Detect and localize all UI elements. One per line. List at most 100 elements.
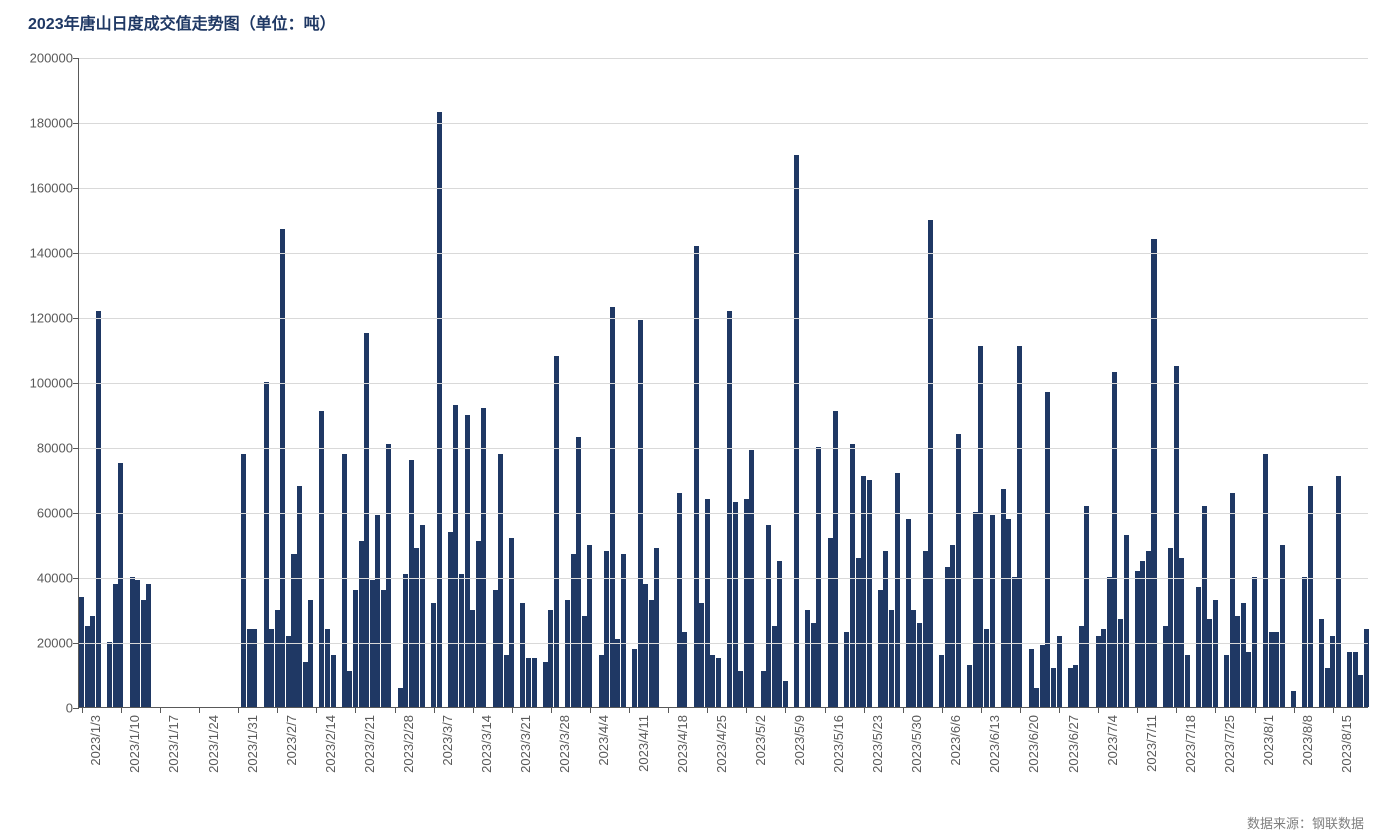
x-tick-label: 2023/6/13 (987, 715, 1002, 773)
bar (1146, 551, 1151, 707)
x-tick-label: 2023/7/11 (1144, 715, 1159, 772)
x-tick-label: 2023/6/27 (1066, 715, 1081, 773)
bar (453, 405, 458, 707)
bar (331, 655, 336, 707)
y-tick-mark (73, 513, 79, 514)
bar (1308, 486, 1313, 707)
bar (1101, 629, 1106, 707)
bar (1135, 571, 1140, 708)
bar (1213, 600, 1218, 707)
x-tick-label: 2023/3/21 (518, 715, 533, 773)
x-tick-mark (785, 707, 786, 713)
bar (420, 525, 425, 707)
x-tick-label: 2023/5/9 (792, 715, 807, 766)
bar (599, 655, 604, 707)
x-tick-mark (864, 707, 865, 713)
x-tick-mark (1176, 707, 1177, 713)
bar (90, 616, 95, 707)
bar (878, 590, 883, 707)
bar (923, 551, 928, 707)
bar (459, 574, 464, 707)
bar (990, 515, 995, 707)
x-tick-mark (590, 707, 591, 713)
x-tick-label: 2023/1/31 (245, 715, 260, 773)
gridline (79, 123, 1368, 124)
bar (113, 584, 118, 708)
bar (967, 665, 972, 707)
x-tick-mark (1294, 707, 1295, 713)
bar (850, 444, 855, 707)
bar (325, 629, 330, 707)
bar (615, 639, 620, 707)
bar (889, 610, 894, 708)
x-tick-label: 2023/2/21 (362, 715, 377, 773)
bar (554, 356, 559, 707)
x-tick-label: 2023/3/7 (440, 715, 455, 766)
bar (604, 551, 609, 707)
bar (1051, 668, 1056, 707)
bar (1006, 519, 1011, 708)
bar (911, 610, 916, 708)
x-tick-label: 2023/2/14 (323, 715, 338, 773)
bar (141, 600, 146, 707)
y-tick-label: 140000 (30, 246, 73, 261)
bar (816, 447, 821, 707)
bar (1168, 548, 1173, 707)
y-tick-mark (73, 58, 79, 59)
bar (1207, 619, 1212, 707)
x-tick-mark (942, 707, 943, 713)
bar (286, 636, 291, 708)
bar (1045, 392, 1050, 707)
bar (1325, 668, 1330, 707)
bar (532, 658, 537, 707)
bar (1029, 649, 1034, 708)
bar (1246, 652, 1251, 707)
bar (727, 311, 732, 708)
bar (1319, 619, 1324, 707)
bar (1140, 561, 1145, 707)
bar (375, 515, 380, 707)
bar (582, 616, 587, 707)
y-tick-mark (73, 708, 79, 709)
bar (269, 629, 274, 707)
x-tick-mark (981, 707, 982, 713)
bar (649, 600, 654, 707)
bar (1241, 603, 1246, 707)
bar (1280, 545, 1285, 708)
bar (1034, 688, 1039, 708)
bar (1012, 577, 1017, 707)
bar (252, 629, 257, 707)
x-tick-mark (277, 707, 278, 713)
bar (476, 541, 481, 707)
plot-area: 0200004000060000800001000001200001400001… (78, 58, 1368, 708)
bar (280, 229, 285, 707)
bar (1235, 616, 1240, 707)
bar (856, 558, 861, 708)
bar (1079, 626, 1084, 707)
x-tick-label: 2023/3/14 (479, 715, 494, 773)
x-tick-mark (238, 707, 239, 713)
bar (1073, 665, 1078, 707)
bar (386, 444, 391, 707)
x-tick-label: 2023/4/11 (636, 715, 651, 772)
x-tick-mark (668, 707, 669, 713)
gridline (79, 513, 1368, 514)
bar (381, 590, 386, 707)
y-tick-label: 180000 (30, 116, 73, 131)
bar (1179, 558, 1184, 708)
bar (342, 454, 347, 708)
y-tick-label: 120000 (30, 311, 73, 326)
bar (1336, 476, 1341, 707)
bar (794, 155, 799, 708)
bar (241, 454, 246, 708)
x-tick-mark (160, 707, 161, 713)
x-tick-mark (473, 707, 474, 713)
bar (1017, 346, 1022, 707)
bar (1118, 619, 1123, 707)
bar (587, 545, 592, 708)
bar (414, 548, 419, 707)
y-tick-mark (73, 448, 79, 449)
bar (1163, 626, 1168, 707)
bar (1202, 506, 1207, 708)
x-tick-mark (551, 707, 552, 713)
